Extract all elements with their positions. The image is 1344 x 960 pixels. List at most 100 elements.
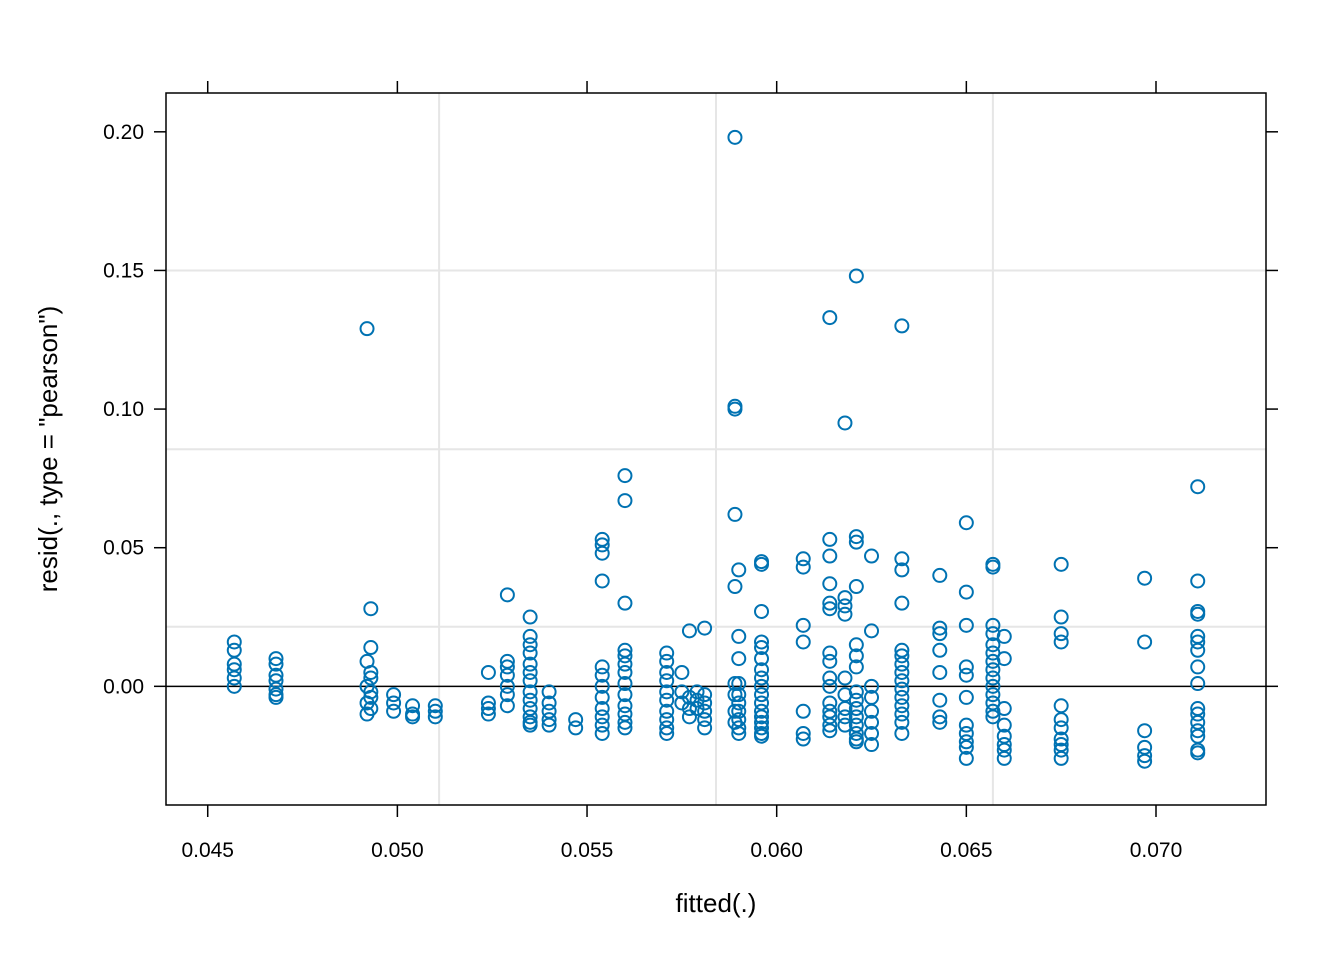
data-point <box>499 687 515 703</box>
data-point <box>697 720 713 736</box>
data-point <box>659 720 675 736</box>
data-point <box>985 709 1001 725</box>
data-point <box>894 681 910 697</box>
data-point <box>958 750 974 766</box>
data-point <box>480 701 496 717</box>
data-point <box>1053 712 1069 728</box>
data-point <box>1190 573 1206 589</box>
x-axis-title: fitted(.) <box>676 888 757 918</box>
data-point <box>996 651 1012 667</box>
data-point <box>864 548 880 564</box>
data-point <box>958 659 974 675</box>
data-point <box>386 695 402 711</box>
data-point <box>754 728 770 744</box>
data-point <box>822 678 838 694</box>
data-point <box>1053 556 1069 572</box>
y-tick-label: 0.15 <box>103 259 144 282</box>
data-point <box>727 703 743 719</box>
data-point <box>480 706 496 722</box>
data-point <box>848 637 864 653</box>
data-point <box>1053 731 1069 747</box>
data-point <box>837 709 853 725</box>
data-point <box>894 714 910 730</box>
data-point <box>894 698 910 714</box>
data-point <box>522 628 538 644</box>
data-point <box>617 656 633 672</box>
data-point <box>1137 723 1153 739</box>
grid-lines <box>166 93 1266 805</box>
data-point <box>894 648 910 664</box>
data-point <box>932 626 948 642</box>
data-point <box>594 678 610 694</box>
data-point <box>522 637 538 653</box>
data-point <box>499 587 515 603</box>
data-point <box>864 678 880 694</box>
data-point <box>985 687 1001 703</box>
data-point <box>894 706 910 722</box>
data-point <box>594 573 610 589</box>
data-point <box>731 562 747 578</box>
data-point <box>617 720 633 736</box>
data-point <box>268 656 284 672</box>
data-point <box>1190 706 1206 722</box>
data-point <box>848 534 864 550</box>
data-point <box>499 698 515 714</box>
data-point <box>697 687 713 703</box>
data-point <box>681 709 697 725</box>
data-point <box>837 701 853 717</box>
data-point <box>837 590 853 606</box>
data-point <box>522 673 538 689</box>
data-point <box>617 714 633 730</box>
data-point <box>848 684 864 700</box>
data-point <box>958 515 974 531</box>
data-point <box>985 617 1001 633</box>
data-point <box>359 706 375 722</box>
data-point <box>985 670 1001 686</box>
data-point <box>795 559 811 575</box>
data-point <box>754 662 770 678</box>
data-point <box>363 664 379 680</box>
data-point <box>594 689 610 705</box>
data-point <box>427 698 443 714</box>
data-point <box>996 742 1012 758</box>
data-point <box>697 703 713 719</box>
data-point <box>894 562 910 578</box>
data-point <box>731 725 747 741</box>
x-tick-label: 0.050 <box>371 839 424 862</box>
data-point <box>522 656 538 672</box>
data-point <box>822 595 838 611</box>
data-point <box>522 609 538 625</box>
data-point <box>522 664 538 680</box>
data-point <box>848 734 864 750</box>
data-point <box>568 712 584 728</box>
data-point <box>864 737 880 753</box>
data-point <box>822 601 838 617</box>
data-point <box>822 310 838 326</box>
data-point <box>864 725 880 741</box>
data-point <box>754 720 770 736</box>
data-points <box>226 129 1206 769</box>
x-tick-label: 0.045 <box>181 839 234 862</box>
data-point <box>226 670 242 686</box>
data-point <box>697 620 713 636</box>
data-point <box>522 645 538 661</box>
data-point <box>848 725 864 741</box>
data-point <box>594 545 610 561</box>
data-point <box>405 698 421 714</box>
data-point <box>659 645 675 661</box>
data-point <box>754 687 770 703</box>
data-point <box>659 653 675 669</box>
data-point <box>594 709 610 725</box>
data-point <box>754 634 770 650</box>
data-point <box>848 268 864 284</box>
data-point <box>617 595 633 611</box>
data-point <box>568 720 584 736</box>
data-point <box>822 653 838 669</box>
data-point <box>594 701 610 717</box>
data-point <box>932 642 948 658</box>
data-point <box>268 681 284 697</box>
data-point <box>594 537 610 553</box>
data-point <box>617 468 633 484</box>
data-point <box>985 637 1001 653</box>
